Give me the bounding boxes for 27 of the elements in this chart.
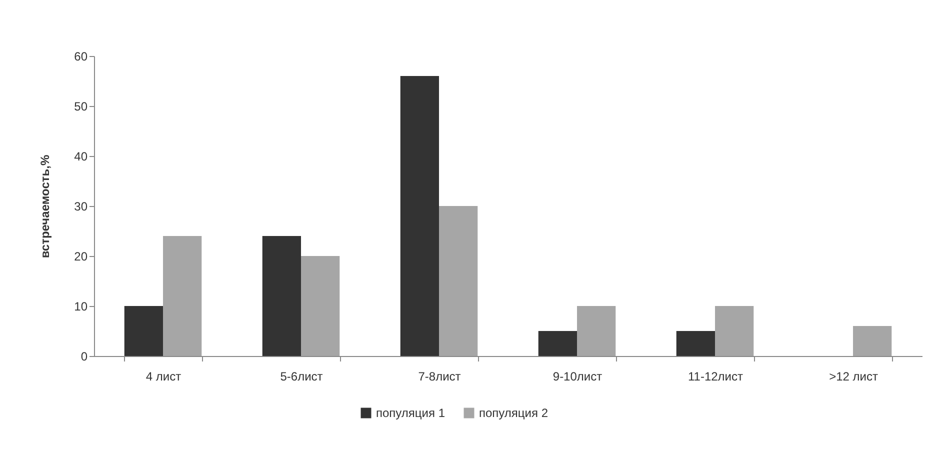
bar — [676, 331, 715, 356]
y-tick-label: 0 — [80, 350, 88, 364]
bar — [853, 326, 892, 356]
y-tick-label: 30 — [74, 200, 88, 214]
x-tick-label: 7-8лист — [418, 370, 462, 384]
legend-label: популяция 2 — [479, 406, 548, 420]
y-tick-label: 20 — [74, 250, 88, 264]
x-tick-label: 9-10лист — [552, 370, 603, 384]
y-tick-label: 10 — [74, 300, 88, 314]
legend-label: популяция 1 — [376, 406, 446, 420]
y-tick-label: 50 — [74, 100, 88, 114]
bar — [163, 236, 202, 356]
bar — [439, 206, 478, 356]
bar — [577, 306, 616, 356]
x-tick-label: 11-12лист — [688, 370, 744, 384]
y-tick-label: 60 — [74, 50, 88, 64]
y-axis-title: встречаемость,% — [38, 154, 52, 258]
x-tick-label: 4 лист — [146, 370, 182, 384]
bar — [400, 76, 439, 356]
y-tick-label: 40 — [74, 150, 88, 164]
bar — [124, 306, 163, 356]
x-tick-label: 5-6лист — [280, 370, 324, 384]
bar — [301, 256, 340, 356]
bar — [262, 236, 301, 356]
x-tick-label: >12 лист — [829, 370, 878, 384]
bar — [538, 331, 577, 356]
bar — [715, 306, 754, 356]
